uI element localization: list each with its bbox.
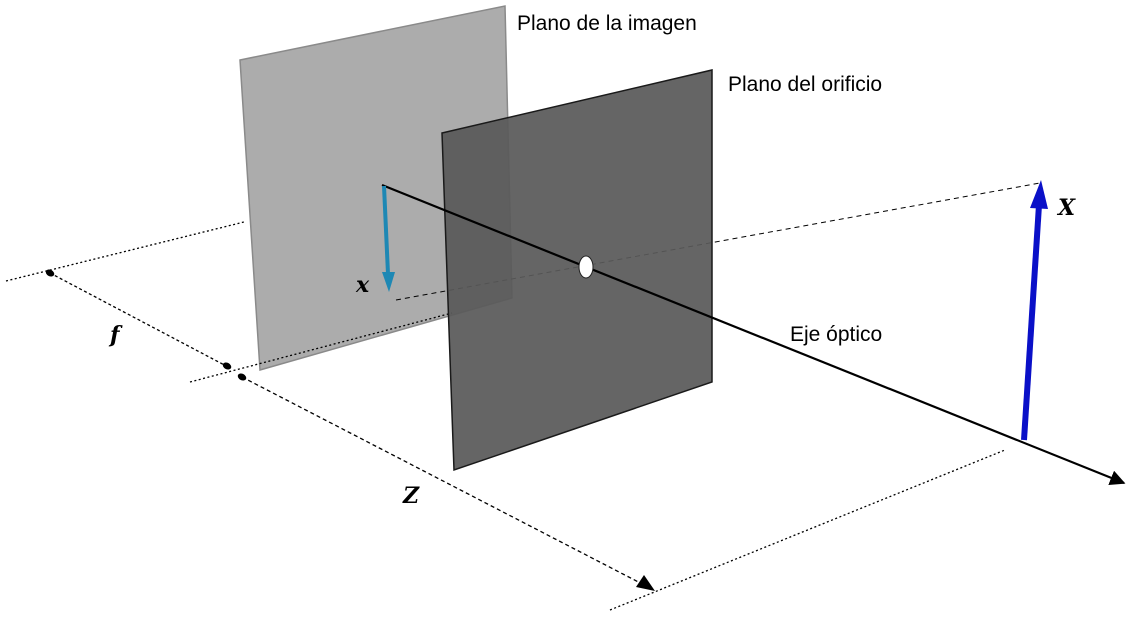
object-point-label: X bbox=[1056, 195, 1076, 221]
optical-axis-label: Eje óptico bbox=[790, 323, 882, 346]
pinhole-plane bbox=[441, 69, 713, 472]
distance-start-mark bbox=[237, 373, 247, 381]
image-plane-foot-dotted bbox=[189, 312, 453, 383]
focal-length-label: f bbox=[108, 322, 123, 348]
object-base-dotted bbox=[609, 449, 1006, 611]
image-plane-base-dotted bbox=[5, 221, 245, 282]
object-arrowhead bbox=[1030, 180, 1048, 209]
image-point-arrow bbox=[382, 185, 390, 275]
focal-length-dimension bbox=[49, 272, 231, 369]
distance-end-arrowhead bbox=[636, 575, 655, 591]
pinhole-plane-label: Plano del orificio bbox=[728, 73, 882, 96]
image-plane-label: Plano de la imagen bbox=[517, 12, 697, 35]
object-distance-label: Z bbox=[402, 483, 420, 509]
object-arrow bbox=[1021, 204, 1042, 441]
focal-start-mark bbox=[45, 269, 55, 277]
focal-end-mark bbox=[222, 362, 232, 370]
pinhole-aperture bbox=[578, 255, 594, 279]
image-point-label: x bbox=[355, 272, 370, 298]
optical-axis-line bbox=[381, 183, 1126, 485]
image-point-arrowhead bbox=[382, 272, 395, 292]
